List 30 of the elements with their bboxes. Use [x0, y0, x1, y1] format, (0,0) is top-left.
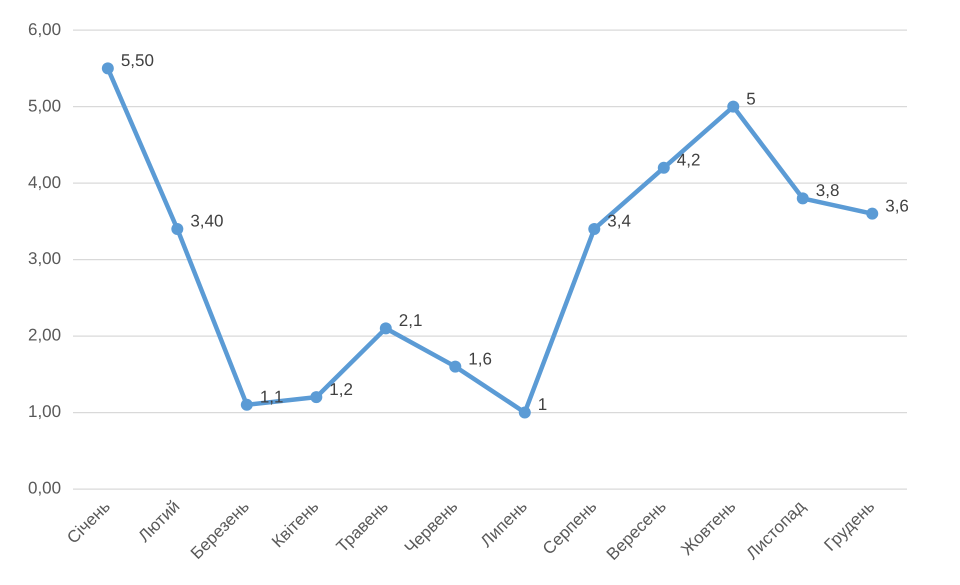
point [240, 398, 253, 411]
data-label: 3,40 [190, 212, 224, 231]
point [658, 162, 670, 174]
y-tick-label: 0,00 [28, 478, 62, 498]
point [310, 391, 322, 404]
y-tick-label: 4,00 [28, 172, 62, 192]
data-label: 5,50 [120, 51, 154, 70]
point [102, 62, 114, 74]
point [380, 322, 392, 334]
y-tick-label: 1,00 [28, 402, 62, 422]
data-label: 1,2 [329, 380, 353, 399]
data-label: 3,4 [607, 212, 631, 231]
data-label: 4,2 [676, 150, 700, 170]
data-label: 3,8 [816, 181, 840, 200]
y-tick-label: 5,00 [28, 96, 62, 116]
point [727, 100, 740, 113]
y-tick-label: 6,00 [28, 20, 62, 39]
data-label: 5 [746, 89, 756, 108]
data-label: 2,1 [398, 311, 422, 330]
data-label: 1 [538, 395, 548, 414]
y-tick-label: 3,00 [28, 249, 62, 268]
data-label: 3,6 [885, 196, 909, 216]
point [171, 222, 184, 235]
point [449, 360, 462, 373]
y-tick-label: 2,00 [28, 326, 62, 345]
point [866, 208, 878, 220]
point [518, 406, 531, 418]
point [588, 222, 600, 235]
data-label: 1,6 [468, 349, 492, 368]
point [796, 192, 809, 204]
